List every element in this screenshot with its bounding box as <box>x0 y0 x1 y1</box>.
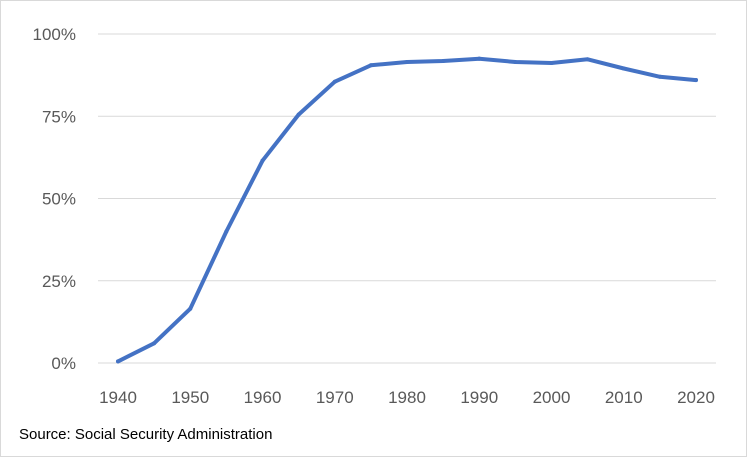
y-axis-ticks: 0% 25% 50% 75% 100% <box>33 25 76 373</box>
data-point <box>694 78 698 83</box>
data-point <box>513 59 518 64</box>
y-tick-label: 50% <box>42 190 76 209</box>
data-point <box>260 158 265 163</box>
x-tick-label: 2010 <box>605 388 643 407</box>
y-tick-label: 25% <box>42 272 76 291</box>
x-tick-label: 2000 <box>533 388 571 407</box>
data-point <box>657 74 662 79</box>
x-tick-label: 2020 <box>677 388 715 407</box>
data-point <box>188 306 193 311</box>
gridlines <box>98 33 716 364</box>
data-point <box>116 359 120 364</box>
data-point <box>441 58 446 63</box>
x-tick-label: 1940 <box>99 388 137 407</box>
line-chart: 0% 25% 50% 75% 100% 1940 1950 1960 1970 1980 1990… <box>33 25 716 407</box>
x-tick-label: 1970 <box>316 388 354 407</box>
data-point <box>477 56 482 61</box>
y-tick-label: 75% <box>42 107 76 126</box>
data-point <box>224 229 229 234</box>
x-tick-label: 1950 <box>171 388 209 407</box>
data-point <box>368 63 373 68</box>
data-point <box>621 66 626 71</box>
series-group <box>116 56 698 364</box>
x-tick-label: 1990 <box>460 388 498 407</box>
y-tick-label: 0% <box>51 354 76 373</box>
series-line <box>116 56 698 364</box>
x-tick-label: 1960 <box>244 388 282 407</box>
data-point <box>405 59 409 64</box>
data-point <box>585 57 590 62</box>
data-point <box>296 112 301 117</box>
x-axis-ticks: 1940 1950 1960 1970 1980 1990 2000 2010 2020 <box>99 388 715 407</box>
data-point <box>332 79 337 84</box>
source-note: Source: Social Security Administration <box>19 426 273 443</box>
y-tick-label: 100% <box>33 25 76 44</box>
x-tick-label: 1980 <box>388 388 426 407</box>
data-point <box>152 341 157 346</box>
data-point <box>549 60 554 65</box>
